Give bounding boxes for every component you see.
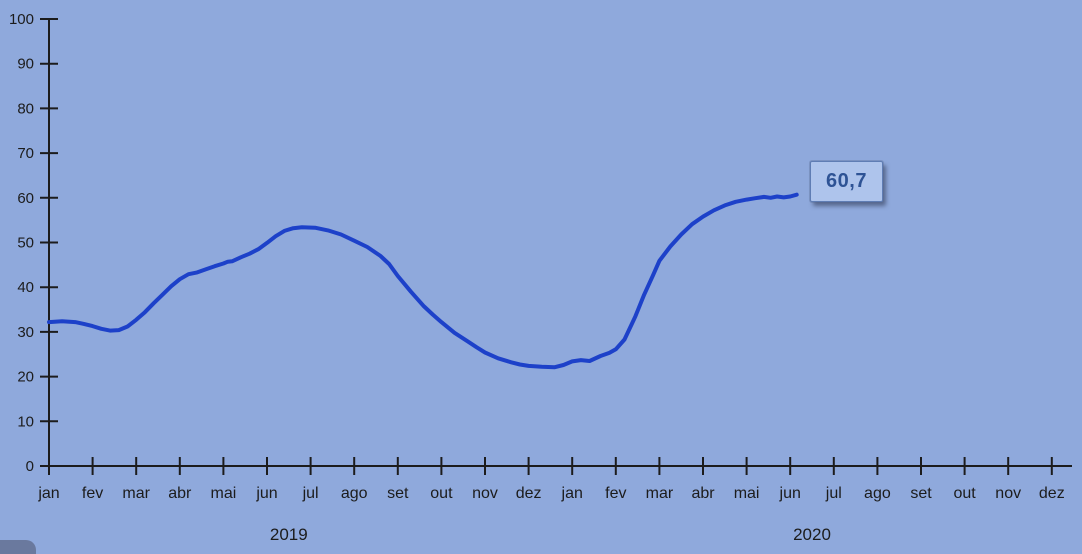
- y-tick-label: 100: [9, 11, 34, 28]
- x-tick-label-month: out: [430, 485, 453, 502]
- x-tick-label-month: out: [953, 485, 976, 502]
- x-tick-label-month: jun: [255, 485, 277, 502]
- x-tick-label-month: jul: [302, 485, 319, 502]
- corner-overlay-chip: [0, 540, 36, 554]
- x-tick-label-month: jan: [37, 485, 59, 502]
- x-tick-label-month: jan: [561, 485, 583, 502]
- y-tick-label: 0: [26, 458, 34, 475]
- x-tick-label-month: fev: [605, 485, 626, 502]
- x-tick-label-month: fev: [82, 485, 103, 502]
- x-axis-year-label: 2019: [270, 525, 308, 544]
- x-axis-year-label: 2020: [793, 525, 831, 544]
- y-tick-label: 40: [17, 279, 34, 296]
- x-tick-label-month: mar: [122, 485, 150, 502]
- series-line: [47, 192, 799, 370]
- y-tick-label: 90: [17, 56, 34, 73]
- data-label-box: 60,7: [810, 161, 883, 202]
- x-tick-label-month: nov: [472, 485, 498, 502]
- y-tick-label: 70: [17, 145, 34, 162]
- y-tick-label: 50: [17, 235, 34, 252]
- x-tick-label-month: nov: [995, 485, 1021, 502]
- x-tick-label-month: mar: [646, 485, 674, 502]
- y-tick-label: 60: [17, 190, 34, 207]
- x-tick-label-month: mai: [734, 485, 760, 502]
- x-tick-label-month: abr: [691, 485, 715, 502]
- y-tick-label: 80: [17, 100, 34, 117]
- x-tick-label-month: dez: [516, 485, 542, 502]
- y-tick-label: 10: [17, 413, 34, 430]
- x-tick-label-month: ago: [341, 485, 368, 502]
- x-tick-label-month: set: [910, 485, 932, 502]
- x-tick-label-month: set: [387, 485, 409, 502]
- x-tick-label-month: mai: [211, 485, 237, 502]
- x-tick-label-month: jul: [825, 485, 842, 502]
- x-tick-label-month: ago: [864, 485, 891, 502]
- x-tick-label-month: jun: [779, 485, 801, 502]
- y-tick-label: 20: [17, 369, 34, 386]
- x-tick-label-month: abr: [168, 485, 192, 502]
- y-tick-label: 30: [17, 324, 34, 341]
- x-tick-label-month: dez: [1039, 485, 1065, 502]
